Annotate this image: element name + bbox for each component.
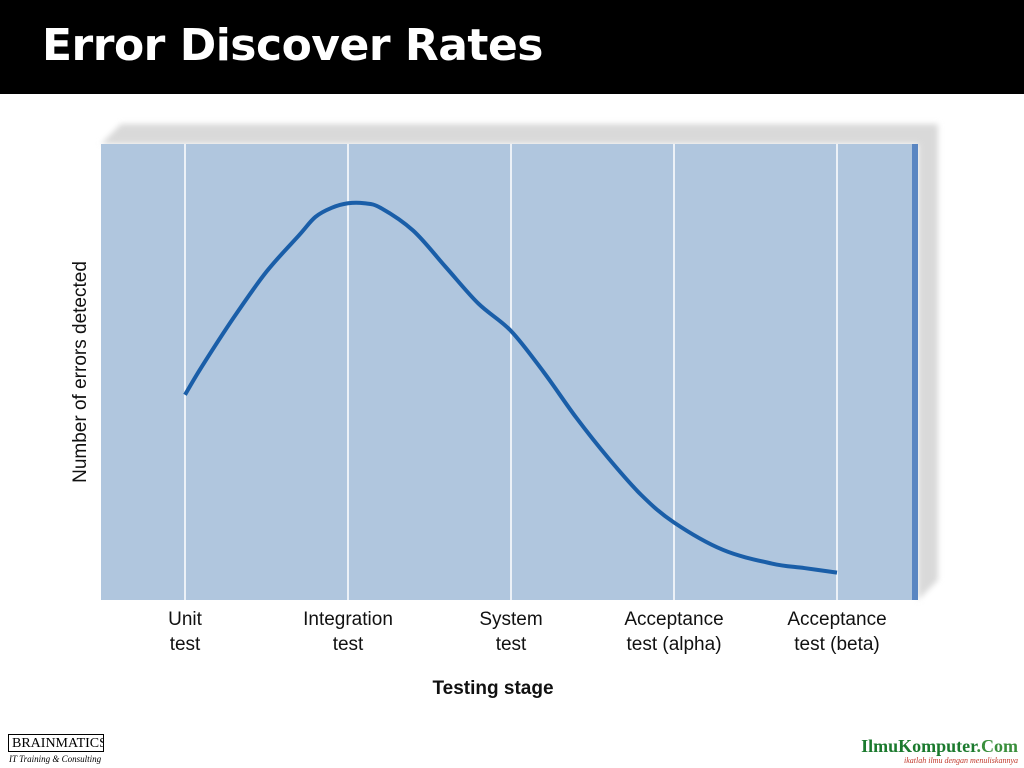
brainmatics-wordmark: BRAINMATICS	[8, 734, 104, 752]
brainmatics-tagline: IT Training & Consulting	[9, 754, 102, 764]
x-tick-label-line: test (alpha)	[626, 634, 721, 655]
title-bar: Error Discover Rates	[0, 0, 1024, 94]
y-axis-label: Number of errors detected	[70, 261, 91, 483]
x-tick-label-line: test	[496, 634, 527, 655]
ilmukomputer-logo: IlmuKomputer.Com ikatlah ilmu dengan men…	[861, 736, 1018, 766]
x-axis-label: Testing stage	[432, 678, 553, 699]
x-tick-label-line: test	[170, 634, 201, 655]
x-tick-label: Integration test	[303, 609, 393, 655]
slide-title: Error Discover Rates	[42, 20, 543, 71]
x-tick-label: Acceptance test (alpha)	[624, 609, 723, 655]
x-tick-label-line: Integration	[303, 609, 393, 630]
plot-area	[101, 144, 918, 600]
ilmukomputer-tagline: ikatlah ilmu dengan menuliskannya	[904, 756, 1018, 765]
ilmukomputer-wordmark: IlmuKomputer.Com	[861, 736, 1018, 756]
site-suffix: .Com	[976, 736, 1019, 756]
x-tick-label-line: Unit	[168, 609, 203, 630]
plot-side-edge	[912, 144, 918, 600]
x-tick-label-line: System	[479, 609, 542, 630]
x-tick-label-line: Acceptance	[787, 609, 886, 630]
x-tick-label-line: test (beta)	[794, 634, 880, 655]
x-tick-label: Acceptance test (beta)	[787, 609, 886, 655]
x-tick-label-line: test	[333, 634, 364, 655]
x-tick-label: Unit test	[168, 609, 203, 655]
site-name: IlmuKomputer	[861, 736, 977, 756]
x-tick-label-line: Acceptance	[624, 609, 723, 630]
series-line	[183, 200, 838, 575]
x-tick-label: System test	[479, 609, 542, 655]
brainmatics-logo: BRAINMATICS IT Training & Consulting	[8, 734, 108, 766]
